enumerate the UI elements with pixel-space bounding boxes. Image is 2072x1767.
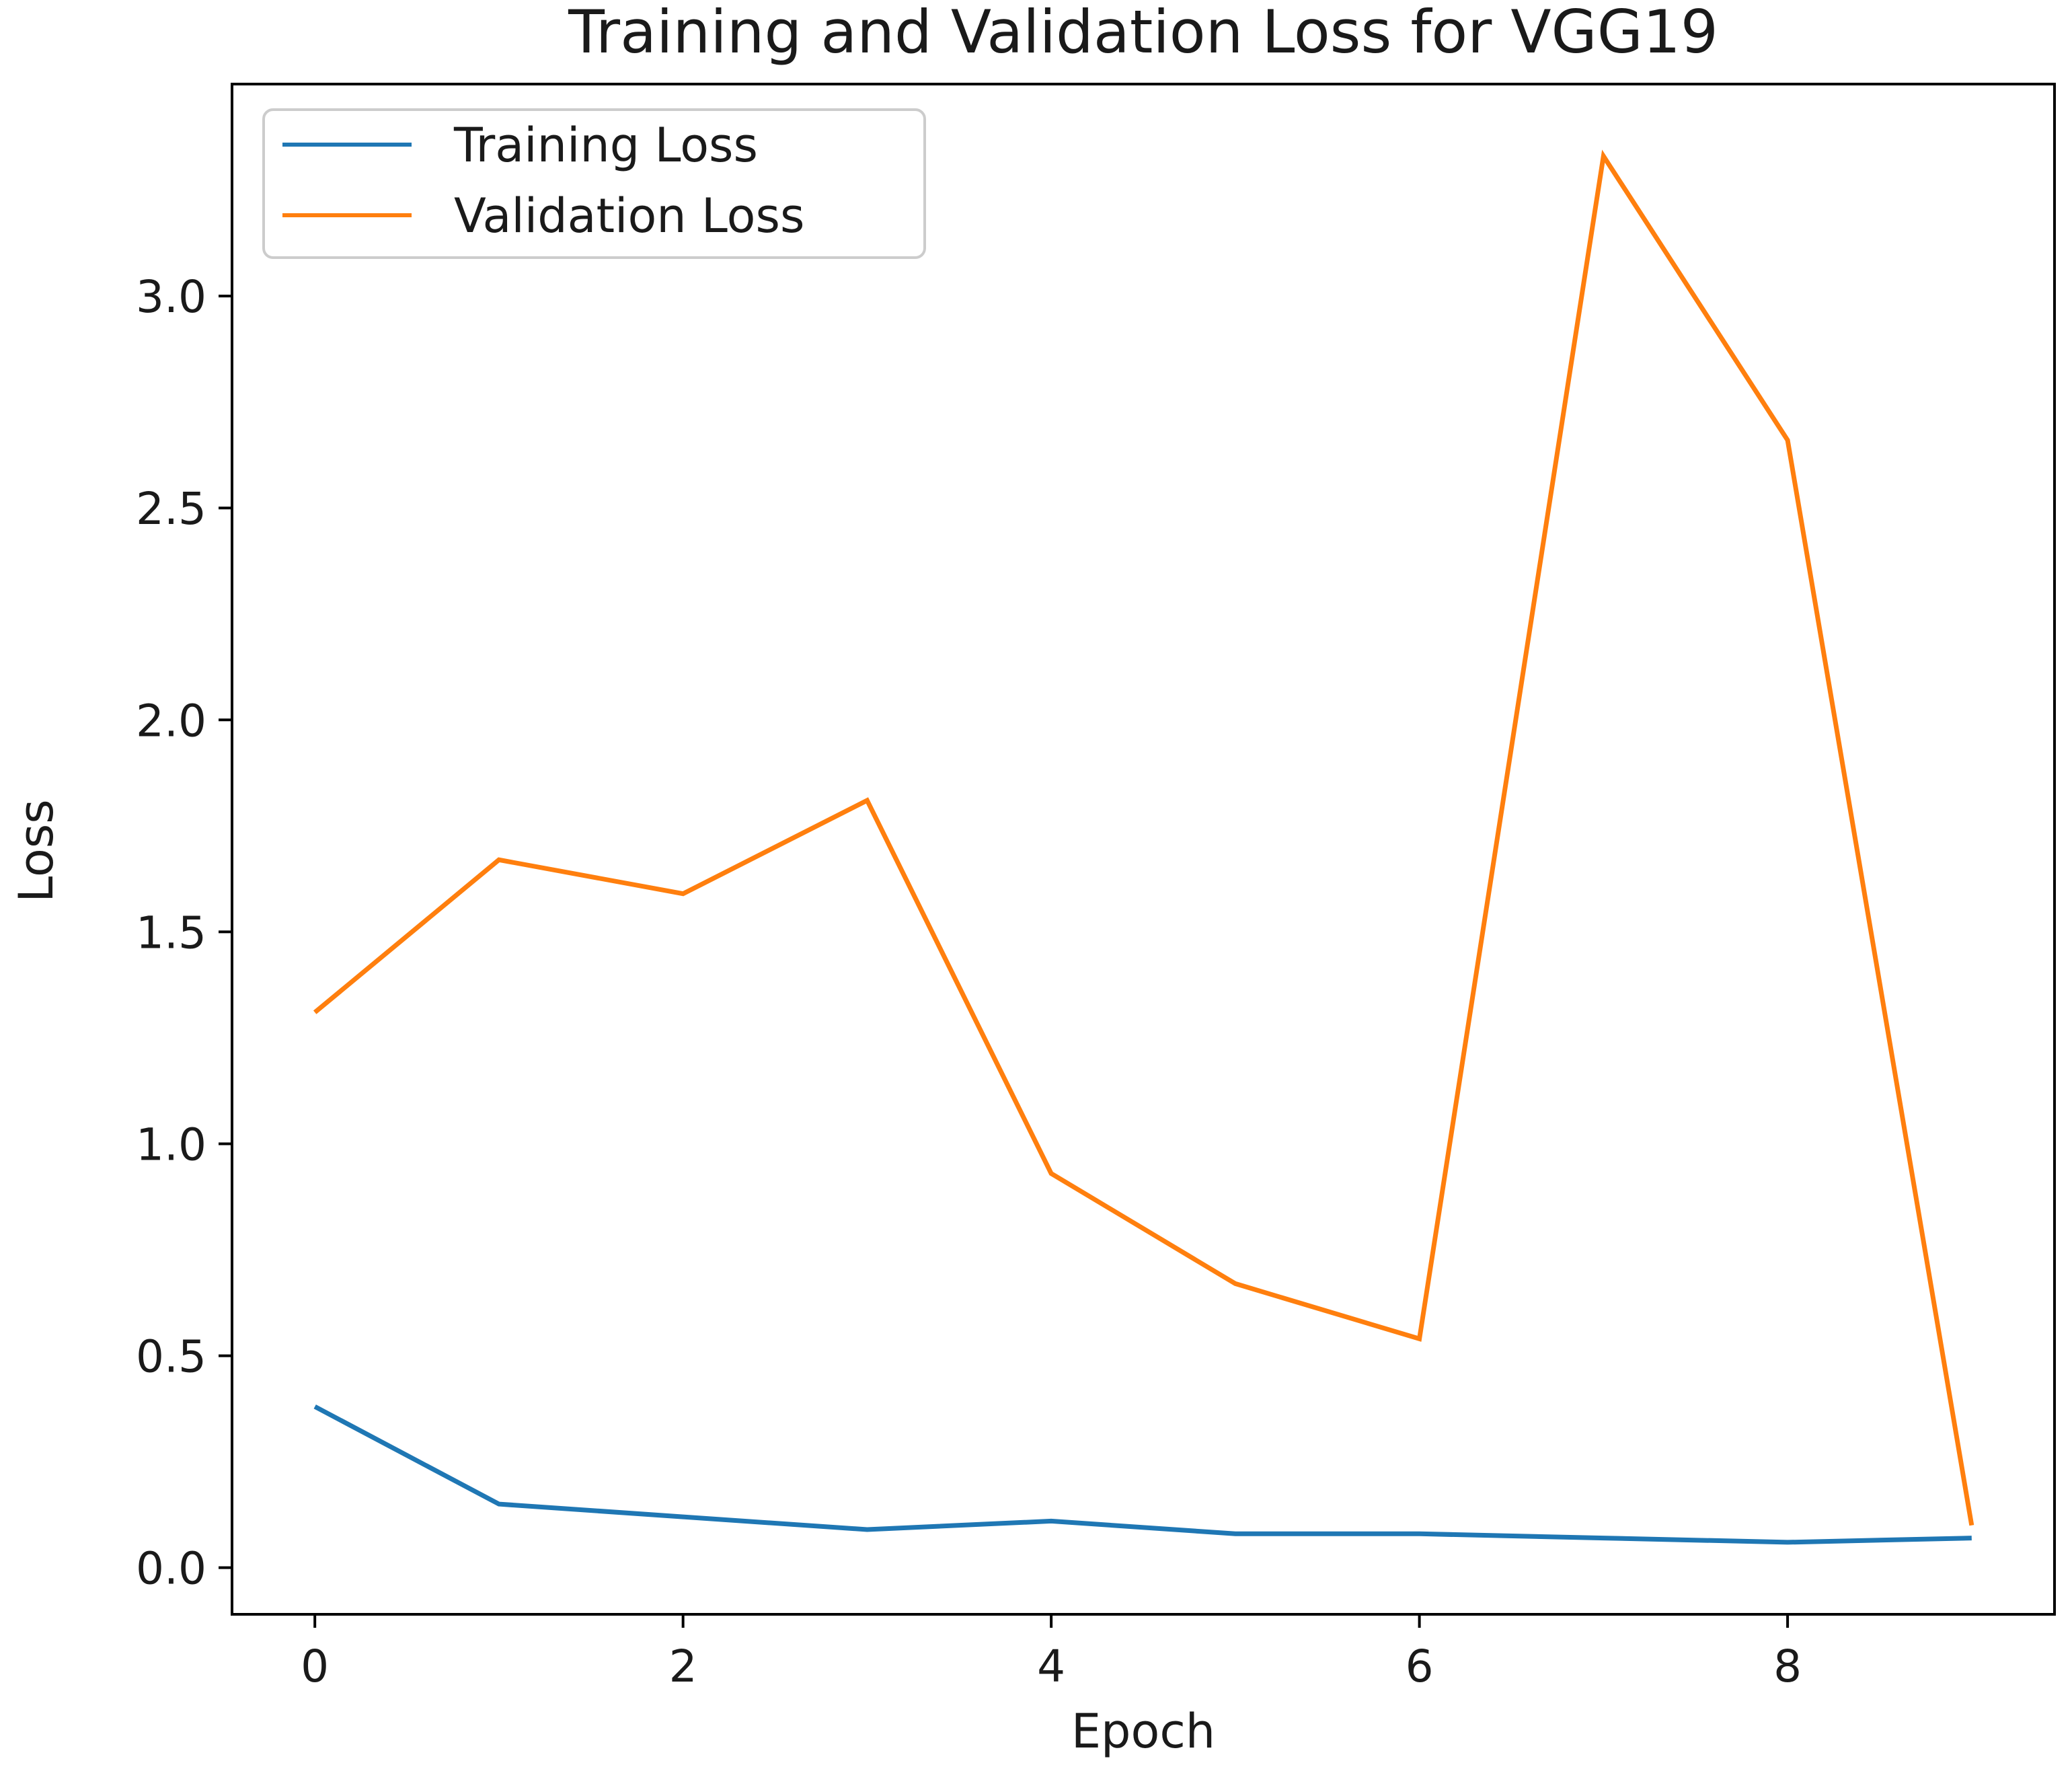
x-tick-label: 6	[1406, 1641, 1434, 1692]
y-tick-label: 1.0	[136, 1119, 206, 1170]
x-tick-label: 4	[1037, 1641, 1065, 1692]
y-axis-label: Loss	[9, 799, 64, 903]
x-tick-label: 2	[669, 1641, 697, 1692]
y-tick-label: 2.0	[136, 695, 206, 747]
y-tick-label: 0.0	[136, 1543, 206, 1595]
y-axis-ticks: 0.0 0.5 1.0 1.5 2.0 2.5 3.0	[136, 271, 232, 1595]
y-tick-label: 3.0	[136, 271, 206, 323]
legend: Training Loss Validation Loss	[262, 108, 926, 259]
x-axis-ticks: 0 2 4 6 8	[301, 1614, 1802, 1692]
legend-label-training-loss: Training Loss	[453, 118, 758, 173]
y-tick-label: 0.5	[136, 1331, 206, 1383]
y-tick-label: 1.5	[136, 907, 206, 958]
legend-label-validation-loss: Validation Loss	[454, 188, 804, 243]
x-axis-label: Epoch	[1071, 1704, 1215, 1759]
series-line-training-loss	[313, 1404, 1972, 1545]
x-tick-label: 8	[1773, 1641, 1802, 1692]
legend-box	[262, 108, 926, 259]
series-lines	[313, 149, 1974, 1545]
series-line-validation-loss	[313, 149, 1974, 1526]
chart-title: Training and Validation Loss for VGG19	[568, 0, 1718, 67]
plot-area-frame	[231, 83, 2056, 1616]
x-tick-label: 0	[301, 1641, 329, 1692]
y-tick-label: 2.5	[136, 483, 206, 535]
